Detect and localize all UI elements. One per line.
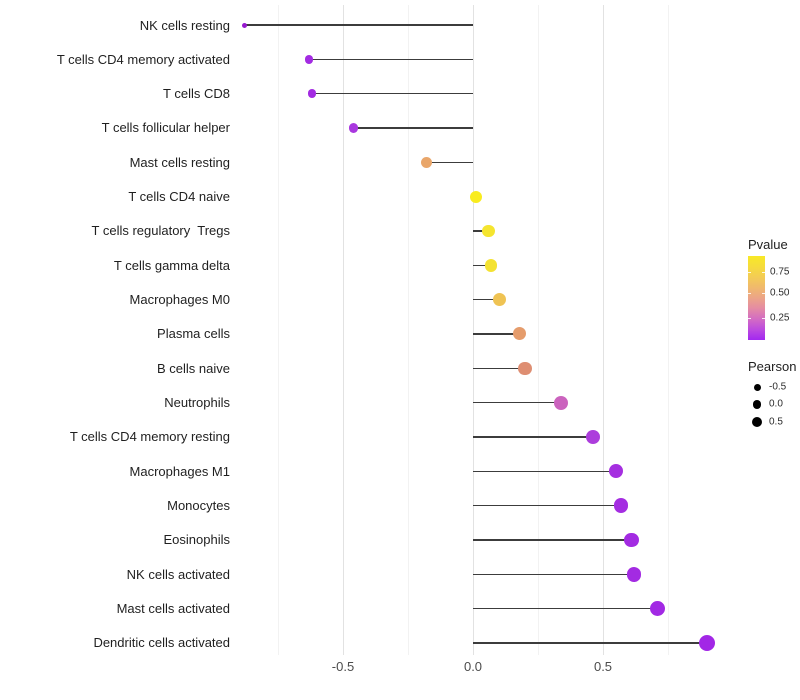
lollipop-stem	[473, 401, 562, 404]
pvalue-colorbar-tick	[762, 293, 765, 294]
x-gridline-minor	[668, 5, 669, 655]
category-label: T cells CD4 memory activated	[56, 51, 230, 67]
lollipop-stem	[473, 436, 593, 438]
lollipop-dot	[585, 429, 600, 444]
pearson-legend-label: 0.5	[769, 416, 783, 428]
lollipop-stem	[426, 161, 473, 164]
pearson-legend-label: 0.0	[769, 398, 783, 410]
lollipop-dot	[554, 395, 569, 410]
lollipop-dot	[307, 89, 317, 98]
lollipop-stem	[473, 539, 632, 541]
lollipop-stem	[473, 470, 616, 473]
lollipop-dot	[650, 601, 666, 617]
category-label: Mast cells activated	[116, 601, 230, 617]
pvalue-colorbar-tick	[762, 272, 765, 273]
pvalue-colorbar-tick	[762, 318, 765, 319]
lollipop-dot	[613, 498, 629, 513]
category-label: T cells follicular helper	[101, 120, 230, 136]
category-label: Mast cells resting	[129, 154, 230, 170]
x-gridline-minor	[408, 5, 409, 655]
pvalue-legend-title: Pvalue	[748, 237, 788, 252]
x-gridline-minor	[538, 5, 539, 655]
lollipop-dot	[626, 567, 642, 582]
lollipop-dot	[699, 634, 715, 651]
category-label: Dendritic cells activated	[93, 635, 230, 651]
lollipop-dot	[241, 22, 247, 28]
category-label: Eosinophils	[163, 532, 231, 548]
category-label: Neutrophils	[164, 395, 230, 411]
category-label: Plasma cells	[157, 326, 230, 342]
pearson-legend-dot	[752, 416, 762, 427]
pearson-legend-dot	[752, 400, 762, 409]
x-gridline-major	[473, 5, 474, 655]
pvalue-tick-label: 0.25	[770, 312, 790, 324]
lollipop-dot	[484, 259, 498, 272]
pvalue-colorbar-tick	[748, 293, 751, 294]
category-label: NK cells activated	[126, 566, 230, 582]
x-gridline-major	[603, 5, 604, 655]
lollipop-dot	[469, 190, 482, 203]
pvalue-colorbar-tick	[748, 272, 751, 273]
lollipop-dot	[420, 156, 432, 168]
category-label: T cells CD4 naive	[128, 189, 230, 205]
lollipop-stem	[473, 333, 520, 335]
pearson-legend-title: Pearson	[748, 359, 797, 374]
category-label: T cells regulatory Tregs	[91, 223, 230, 239]
pearson-legend-label: -0.5	[769, 381, 787, 393]
pvalue-tick-label: 0.75	[770, 266, 790, 278]
x-gridline-minor	[278, 5, 279, 655]
category-label: B cells naive	[157, 360, 230, 376]
lollipop-dot	[609, 464, 623, 479]
lollipop-stem	[473, 573, 635, 576]
lollipop-stem	[473, 642, 707, 644]
category-label: NK cells resting	[139, 17, 230, 33]
pvalue-tick-label: 0.50	[770, 287, 790, 299]
pvalue-colorbar-tick	[748, 318, 751, 319]
pearson-legend-dot	[753, 383, 761, 391]
lollipop-stem	[353, 127, 473, 129]
category-label: T cells gamma delta	[113, 257, 230, 273]
lollipop-stem	[473, 264, 492, 267]
lollipop-stem	[473, 367, 525, 370]
lollipop-stem	[473, 607, 658, 610]
lollipop-stem	[473, 504, 622, 507]
lollipop-stem	[311, 92, 473, 95]
category-label: Macrophages M0	[129, 292, 230, 308]
category-label: Monocytes	[167, 498, 230, 514]
category-label: T cells CD4 memory resting	[69, 429, 230, 445]
lollipop-dot	[348, 123, 359, 133]
lollipop-dot	[304, 55, 314, 64]
x-gridline-major	[343, 5, 344, 655]
lollipop-dot	[513, 327, 527, 341]
x-tick-label: -0.5	[331, 659, 355, 674]
lollipop-stem	[473, 298, 499, 301]
lollipop-stem	[309, 58, 473, 61]
lollipop-dot	[492, 293, 506, 307]
category-label: T cells CD8	[163, 86, 230, 102]
pvalue-colorbar	[748, 256, 765, 340]
lollipop-dot	[482, 224, 495, 238]
category-label: Macrophages M1	[129, 463, 230, 479]
x-tick-label: 0.5	[593, 659, 613, 674]
lollipop-stem	[473, 230, 489, 232]
lollipop-dot	[624, 532, 639, 548]
x-tick-label: 0.0	[463, 659, 483, 674]
lollipop-stem	[244, 24, 473, 26]
lollipop-dot	[518, 361, 532, 376]
